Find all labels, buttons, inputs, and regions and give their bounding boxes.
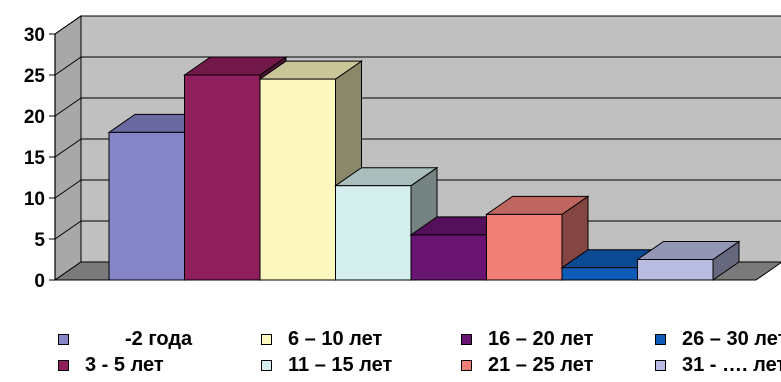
bar xyxy=(333,166,439,281)
legend-swatch xyxy=(655,333,666,345)
chart-legend: -2 года 3 - 5 лет 6 – 10 лет 11 – 15 лет 16 … xyxy=(0,322,781,382)
bar-front xyxy=(561,267,638,281)
bar-front xyxy=(108,131,185,281)
legend-label: 11 – 15 лет xyxy=(288,353,393,376)
bar xyxy=(635,240,741,281)
legend-label: 3 - 5 лет xyxy=(85,353,164,376)
bar-front xyxy=(410,234,487,281)
chart-bars xyxy=(107,56,741,281)
gridline-side xyxy=(54,138,82,158)
y-tick-label: 0 xyxy=(34,271,45,292)
legend-swatch xyxy=(58,359,69,371)
bar-front xyxy=(335,185,412,281)
gridline-side xyxy=(54,15,82,35)
legend-item: 21 – 25 лет xyxy=(461,353,593,377)
gridline-side xyxy=(54,97,82,117)
legend-item: 31 - …. лет xyxy=(655,353,781,377)
y-tick-label: 15 xyxy=(24,148,46,169)
y-tick-label: 30 xyxy=(24,25,45,46)
legend-swatch xyxy=(655,359,666,371)
legend-swatch xyxy=(58,333,69,345)
legend-item: 6 – 10 лет xyxy=(261,327,382,351)
legend-item: -2 года xyxy=(58,327,192,351)
legend-swatch xyxy=(261,359,272,371)
legend-swatch xyxy=(461,359,472,371)
bar-front xyxy=(259,78,336,281)
legend-label: 31 - …. лет xyxy=(682,353,781,376)
y-tick-label: 10 xyxy=(24,189,45,210)
bar-front xyxy=(184,74,261,281)
legend-label: 21 – 25 лет xyxy=(488,353,594,376)
legend-swatch xyxy=(261,333,272,345)
gridline-side xyxy=(54,220,82,240)
gridline-side xyxy=(54,179,82,199)
legend-item: 16 – 20 лет xyxy=(461,327,593,351)
legend-label: 26 – 30 лет xyxy=(682,327,781,350)
legend-swatch xyxy=(461,333,472,345)
legend-label: 16 – 20 лет xyxy=(488,327,594,350)
y-tick-label: 25 xyxy=(24,66,46,87)
bar-front xyxy=(486,213,563,281)
legend-item: 26 – 30 лет xyxy=(655,327,781,351)
y-tick-label: 5 xyxy=(34,230,45,251)
legend-item: 11 – 15 лет xyxy=(261,353,392,377)
legend-label: -2 года xyxy=(125,327,193,350)
bar-chart: 0 5 10 15 20 25 30 xyxy=(24,15,781,292)
bar xyxy=(484,195,590,281)
legend-item: 3 - 5 лет xyxy=(58,353,164,377)
legend-label: 6 – 10 лет xyxy=(288,327,383,350)
y-tick-label: 20 xyxy=(24,107,45,128)
gridline-side xyxy=(54,56,82,76)
bar-front xyxy=(637,259,714,281)
